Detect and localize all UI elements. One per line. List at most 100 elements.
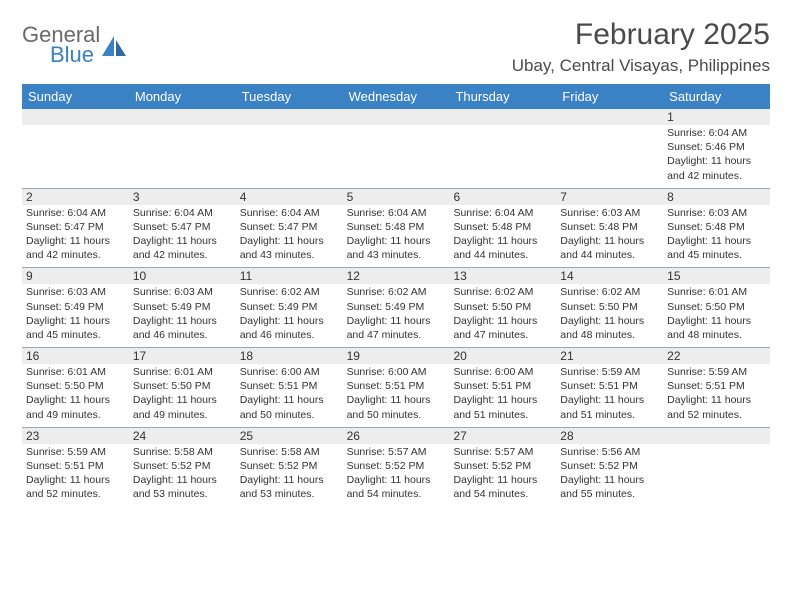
daylight-text: Daylight: 11 hours and 52 minutes. xyxy=(26,473,125,501)
sunrise-text: Sunrise: 6:00 AM xyxy=(347,365,446,379)
day-number: 9 xyxy=(22,268,129,284)
day-number: 11 xyxy=(236,268,343,284)
day-number: 13 xyxy=(449,268,556,284)
day-number: 23 xyxy=(22,428,129,444)
sunset-text: Sunset: 5:50 PM xyxy=(560,300,659,314)
sunset-text: Sunset: 5:49 PM xyxy=(347,300,446,314)
day-number: 16 xyxy=(22,348,129,364)
sunset-text: Sunset: 5:51 PM xyxy=(26,459,125,473)
day-cell: Sunrise: 6:04 AMSunset: 5:47 PMDaylight:… xyxy=(129,205,236,268)
day-cell: Sunrise: 6:02 AMSunset: 5:49 PMDaylight:… xyxy=(343,284,450,347)
day-number-row: 1 xyxy=(22,109,770,125)
daylight-text: Daylight: 11 hours and 54 minutes. xyxy=(347,473,446,501)
day-number: 14 xyxy=(556,268,663,284)
day-number-row: 232425262728 xyxy=(22,427,770,444)
day-cell: Sunrise: 6:03 AMSunset: 5:48 PMDaylight:… xyxy=(663,205,770,268)
day-number: 10 xyxy=(129,268,236,284)
sunrise-text: Sunrise: 5:59 AM xyxy=(667,365,766,379)
daylight-text: Daylight: 11 hours and 48 minutes. xyxy=(667,314,766,342)
sunrise-text: Sunrise: 6:03 AM xyxy=(133,285,232,299)
day-number-row: 9101112131415 xyxy=(22,267,770,284)
daylight-text: Daylight: 11 hours and 51 minutes. xyxy=(560,393,659,421)
day-number: 5 xyxy=(343,189,450,205)
sunset-text: Sunset: 5:48 PM xyxy=(560,220,659,234)
day-cell: Sunrise: 6:03 AMSunset: 5:48 PMDaylight:… xyxy=(556,205,663,268)
daylight-text: Daylight: 11 hours and 42 minutes. xyxy=(26,234,125,262)
sunset-text: Sunset: 5:46 PM xyxy=(667,140,766,154)
day-cell: Sunrise: 5:56 AMSunset: 5:52 PMDaylight:… xyxy=(556,444,663,507)
day-number: 18 xyxy=(236,348,343,364)
day-number: 19 xyxy=(343,348,450,364)
sunset-text: Sunset: 5:52 PM xyxy=(560,459,659,473)
sunrise-text: Sunrise: 6:02 AM xyxy=(560,285,659,299)
daylight-text: Daylight: 11 hours and 46 minutes. xyxy=(133,314,232,342)
logo-sail-icon xyxy=(102,34,128,56)
day-cell: Sunrise: 6:00 AMSunset: 5:51 PMDaylight:… xyxy=(236,364,343,427)
sunset-text: Sunset: 5:52 PM xyxy=(240,459,339,473)
day-cell: Sunrise: 5:58 AMSunset: 5:52 PMDaylight:… xyxy=(236,444,343,507)
sunset-text: Sunset: 5:52 PM xyxy=(133,459,232,473)
daylight-text: Daylight: 11 hours and 49 minutes. xyxy=(26,393,125,421)
title-block: February 2025 Ubay, Central Visayas, Phi… xyxy=(512,18,770,76)
sunset-text: Sunset: 5:48 PM xyxy=(667,220,766,234)
sunset-text: Sunset: 5:49 PM xyxy=(26,300,125,314)
day-cell xyxy=(129,125,236,188)
day-cell: Sunrise: 6:04 AMSunset: 5:48 PMDaylight:… xyxy=(343,205,450,268)
day-cell: Sunrise: 6:00 AMSunset: 5:51 PMDaylight:… xyxy=(449,364,556,427)
sunset-text: Sunset: 5:51 PM xyxy=(453,379,552,393)
day-cell: Sunrise: 6:03 AMSunset: 5:49 PMDaylight:… xyxy=(129,284,236,347)
sunrise-text: Sunrise: 6:00 AM xyxy=(240,365,339,379)
day-cell xyxy=(449,125,556,188)
sunset-text: Sunset: 5:51 PM xyxy=(667,379,766,393)
daylight-text: Daylight: 11 hours and 50 minutes. xyxy=(347,393,446,421)
weekday-header: Sunday xyxy=(22,84,129,109)
daylight-text: Daylight: 11 hours and 45 minutes. xyxy=(667,234,766,262)
day-cell: Sunrise: 6:04 AMSunset: 5:48 PMDaylight:… xyxy=(449,205,556,268)
sunset-text: Sunset: 5:47 PM xyxy=(26,220,125,234)
sunrise-text: Sunrise: 6:03 AM xyxy=(26,285,125,299)
weekday-header: Thursday xyxy=(449,84,556,109)
week-row: Sunrise: 6:04 AMSunset: 5:46 PMDaylight:… xyxy=(22,125,770,188)
daylight-text: Daylight: 11 hours and 48 minutes. xyxy=(560,314,659,342)
day-number: 28 xyxy=(556,428,663,444)
day-number: 17 xyxy=(129,348,236,364)
day-cell: Sunrise: 6:02 AMSunset: 5:50 PMDaylight:… xyxy=(449,284,556,347)
daylight-text: Daylight: 11 hours and 42 minutes. xyxy=(667,154,766,182)
day-number xyxy=(236,109,343,125)
day-number: 21 xyxy=(556,348,663,364)
day-number: 20 xyxy=(449,348,556,364)
daylight-text: Daylight: 11 hours and 51 minutes. xyxy=(453,393,552,421)
sunrise-text: Sunrise: 6:04 AM xyxy=(133,206,232,220)
day-cell: Sunrise: 6:04 AMSunset: 5:46 PMDaylight:… xyxy=(663,125,770,188)
sunrise-text: Sunrise: 6:04 AM xyxy=(453,206,552,220)
week-row: Sunrise: 6:04 AMSunset: 5:47 PMDaylight:… xyxy=(22,205,770,268)
day-number: 24 xyxy=(129,428,236,444)
day-cell: Sunrise: 5:59 AMSunset: 5:51 PMDaylight:… xyxy=(663,364,770,427)
logo: General Blue xyxy=(22,18,128,66)
daylight-text: Daylight: 11 hours and 42 minutes. xyxy=(133,234,232,262)
sunrise-text: Sunrise: 6:00 AM xyxy=(453,365,552,379)
day-number: 4 xyxy=(236,189,343,205)
sunset-text: Sunset: 5:49 PM xyxy=(133,300,232,314)
day-number xyxy=(343,109,450,125)
sunset-text: Sunset: 5:47 PM xyxy=(133,220,232,234)
day-cell: Sunrise: 5:57 AMSunset: 5:52 PMDaylight:… xyxy=(449,444,556,507)
day-cell: Sunrise: 5:59 AMSunset: 5:51 PMDaylight:… xyxy=(556,364,663,427)
sunset-text: Sunset: 5:52 PM xyxy=(347,459,446,473)
day-cell: Sunrise: 6:01 AMSunset: 5:50 PMDaylight:… xyxy=(22,364,129,427)
daylight-text: Daylight: 11 hours and 43 minutes. xyxy=(240,234,339,262)
sunset-text: Sunset: 5:49 PM xyxy=(240,300,339,314)
weekday-header: Friday xyxy=(556,84,663,109)
daylight-text: Daylight: 11 hours and 53 minutes. xyxy=(133,473,232,501)
weekday-header-row: Sunday Monday Tuesday Wednesday Thursday… xyxy=(22,84,770,109)
day-number-row: 16171819202122 xyxy=(22,347,770,364)
day-cell: Sunrise: 6:02 AMSunset: 5:49 PMDaylight:… xyxy=(236,284,343,347)
daylight-text: Daylight: 11 hours and 50 minutes. xyxy=(240,393,339,421)
day-number: 12 xyxy=(343,268,450,284)
day-number: 8 xyxy=(663,189,770,205)
daylight-text: Daylight: 11 hours and 47 minutes. xyxy=(347,314,446,342)
day-cell: Sunrise: 6:04 AMSunset: 5:47 PMDaylight:… xyxy=(22,205,129,268)
sunrise-text: Sunrise: 5:59 AM xyxy=(560,365,659,379)
day-cell: Sunrise: 6:04 AMSunset: 5:47 PMDaylight:… xyxy=(236,205,343,268)
daylight-text: Daylight: 11 hours and 43 minutes. xyxy=(347,234,446,262)
